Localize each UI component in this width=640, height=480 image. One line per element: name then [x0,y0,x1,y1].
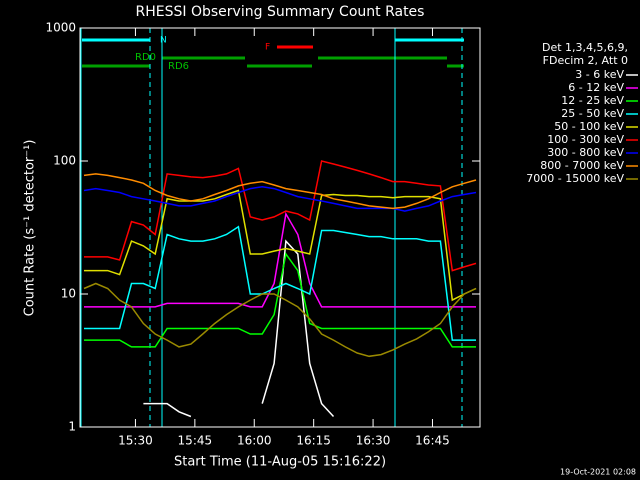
series-line [143,239,335,418]
legend-label: 6 - 12 keV [568,81,624,94]
series-line [84,211,476,308]
series-line [84,160,477,272]
x-axis-label: Start Time (11-Aug-05 15:16:22) [174,455,386,470]
x-tick-label: 16:30 [356,434,391,448]
annotation: RD0 [135,52,156,63]
legend-label: 100 - 300 keV [547,133,624,146]
x-tick-label: 16:45 [415,434,450,448]
series-line [83,282,477,358]
legend-label: 50 - 100 keV [554,120,624,133]
x-tick-label: 15:45 [178,434,213,448]
legend-label: 800 - 7000 keV [540,159,624,172]
legend-header: Det 1,3,4,5,6,9, [542,41,628,54]
series-line [84,252,476,348]
legend-label: 3 - 6 keV [575,68,624,81]
y-tick-label: 1 [68,420,76,434]
series-line [84,189,477,302]
legend-header: FDecim 2, Att 0 [543,54,628,67]
legend-label: 7000 - 15000 keV [526,172,624,185]
legend-label: 25 - 50 keV [561,107,624,120]
series-line [83,186,477,212]
chart-title: RHESSI Observing Summary Count Rates [136,4,425,20]
status-bars [82,38,464,68]
y-tick-label: 1000 [45,21,76,35]
y-tick-label: 10 [61,287,76,301]
annotation: RD6 [168,61,189,72]
series-line [83,173,477,210]
y-axis-label: Count Rate (s⁻¹ detector⁻¹) [23,140,38,317]
mode-lines [80,28,463,427]
x-tick-label: 16:15 [296,434,331,448]
legend-label: 12 - 25 keV [561,94,624,107]
timestamp: 19-Oct-2021 02:08 [560,468,636,477]
annotation: N [160,36,167,46]
plot-frame [79,27,481,428]
x-tick-label: 16:00 [237,434,272,448]
y-tick-label: 100 [53,154,76,168]
x-tick-label: 15:30 [118,434,153,448]
legend-label: 300 - 800 keV [547,146,624,159]
annotation: F [265,43,270,53]
series-line [84,225,476,341]
